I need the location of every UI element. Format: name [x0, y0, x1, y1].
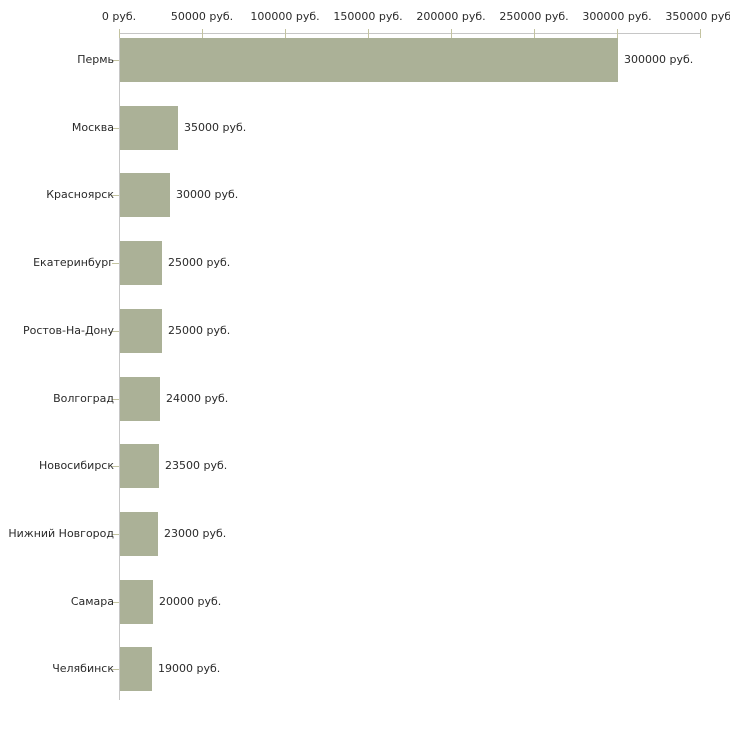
value-label: 19000 руб. — [158, 662, 221, 675]
x-axis-tick — [285, 29, 286, 38]
category-label: Ростов-На-Дону — [22, 324, 114, 337]
bar — [120, 580, 153, 624]
category-label: Волгоград — [53, 392, 114, 405]
y-axis-tick — [112, 128, 119, 129]
bar — [120, 173, 170, 217]
x-axis-tick — [700, 29, 701, 38]
y-axis-tick — [112, 602, 119, 603]
value-label: 25000 руб. — [168, 256, 231, 269]
bar — [120, 241, 162, 285]
value-label: 30000 руб. — [176, 188, 239, 201]
value-label: 23000 руб. — [164, 527, 227, 540]
bar — [120, 106, 178, 150]
x-axis-tick-label: 0 руб. — [101, 10, 137, 23]
y-axis-tick — [112, 195, 119, 196]
bar — [120, 444, 159, 488]
y-axis-tick — [112, 399, 119, 400]
bar — [120, 377, 160, 421]
x-axis-line — [119, 33, 701, 34]
bar — [120, 38, 618, 82]
y-axis-tick — [112, 466, 119, 467]
x-axis-tick-label: 250000 руб. — [499, 10, 569, 23]
x-axis-tick — [368, 29, 369, 38]
y-axis-tick — [112, 534, 119, 535]
value-label: 25000 руб. — [168, 324, 231, 337]
category-label: Нижний Новгород — [8, 527, 114, 540]
x-axis-tick — [202, 29, 203, 38]
value-label: 24000 руб. — [166, 392, 229, 405]
x-axis-tick — [119, 29, 120, 38]
x-axis-tick — [534, 29, 535, 38]
x-axis-tick — [451, 29, 452, 38]
y-axis-tick — [112, 331, 119, 332]
value-label: 23500 руб. — [165, 459, 228, 472]
bar — [120, 512, 158, 556]
category-label: Челябинск — [52, 662, 114, 675]
category-label: Москва — [71, 121, 114, 134]
bar — [120, 647, 152, 691]
value-label: 20000 руб. — [159, 595, 222, 608]
category-label: Новосибирск — [38, 459, 114, 472]
x-axis-tick-label: 150000 руб. — [333, 10, 403, 23]
value-label: 300000 руб. — [624, 53, 694, 66]
x-axis-tick-label: 300000 руб. — [582, 10, 652, 23]
category-label: Самара — [70, 595, 114, 608]
bar — [120, 309, 162, 353]
x-axis-tick-label: 350000 руб. — [665, 10, 730, 23]
x-axis-tick-label: 50000 руб. — [170, 10, 234, 23]
y-axis-tick — [112, 263, 119, 264]
category-label: Красноярск — [46, 188, 114, 201]
category-label: Екатеринбург — [33, 256, 114, 269]
x-axis-tick-label: 200000 руб. — [416, 10, 486, 23]
category-label: Пермь — [77, 53, 114, 66]
y-axis-tick — [112, 669, 119, 670]
x-axis-tick-label: 100000 руб. — [250, 10, 320, 23]
y-axis-line — [119, 33, 120, 700]
y-axis-tick — [112, 60, 119, 61]
x-axis-tick — [617, 29, 618, 38]
value-label: 35000 руб. — [184, 121, 247, 134]
